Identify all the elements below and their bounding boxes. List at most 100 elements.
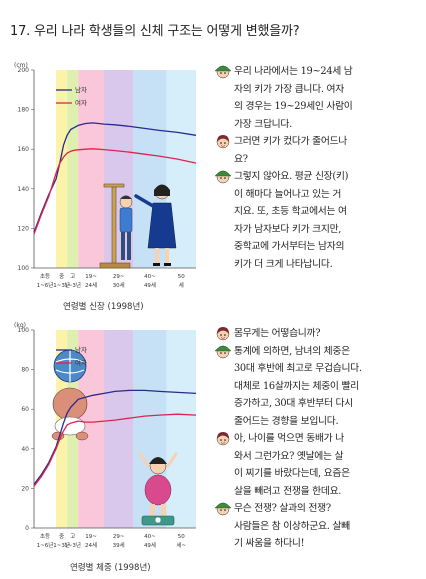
y-tick-label: 20 — [21, 485, 29, 492]
dialog-text: 기 싸움을 하다니! — [234, 538, 305, 549]
dialog-line: 줄어드는 경향을 보입니다. — [214, 413, 362, 431]
dialog-text: 줄어드는 경향을 보입니다. — [234, 415, 339, 427]
x-tick-label: 1~6년 — [37, 541, 54, 549]
x-tick-label: 1~6년 — [37, 281, 54, 289]
series-line-female — [33, 413, 197, 487]
y-tick-label: 100 — [18, 265, 30, 272]
x-tick-label: 50 — [178, 274, 185, 280]
dialog-text: 그러면 키가 컸다가 줄어드나 — [234, 136, 347, 147]
x-tick-label: 초등 — [40, 533, 50, 540]
legend-label: 남자 — [75, 85, 87, 94]
x-tick-label: 40~ — [144, 534, 156, 540]
dialog-weight: 몸무게는 어떻습니까? 통계에 의하면, 남녀의 체중은 30대 후반에 최고로 무… — [214, 325, 362, 553]
y-tick-label: 180 — [18, 107, 30, 114]
y-tick-label: 100 — [18, 327, 30, 334]
dialog-line: 이 해마다 늘어나고 있는 거 — [214, 186, 353, 204]
dialog-text: 증가하고, 30대 후반부터 다시 — [234, 398, 353, 409]
y-tick-label: 40 — [21, 446, 29, 453]
y-tick-label: 200 — [18, 67, 30, 74]
x-tick-label: 세~ — [176, 541, 186, 549]
dialog-line: 우리 나라에서는 19~24세 남 — [214, 63, 353, 81]
age-band-4 — [103, 330, 134, 528]
x-tick-label: 고 — [70, 533, 75, 540]
dialog-text: 사람들은 참 이상하군요. 살빼 — [234, 520, 350, 532]
dialog-line: 기 싸움을 하다니! — [214, 535, 362, 553]
x-tick-label: 30세 — [113, 281, 125, 289]
dialog-line: 아, 나이를 먹으면 동배가 나 — [214, 430, 362, 448]
legend-label: 여자 — [75, 358, 87, 367]
dialog-text: 살을 빼려고 전쟁을 한데요. — [234, 485, 342, 497]
x-tick-label: 중 — [59, 273, 64, 280]
dialog-text: 의 경우는 19~29세인 사람이 — [234, 101, 353, 112]
dialog-text: 지요. 또, 초등 학교에서는 여 — [234, 206, 347, 217]
boy-avatar-icon — [214, 343, 232, 359]
series-line-male — [33, 122, 197, 233]
dialog-text: 키가 더 크게 나타납니다. — [234, 258, 333, 270]
x-tick-label: 고 — [70, 273, 75, 280]
dialog-line: 몸무게는 어떻습니까? — [214, 325, 362, 343]
dialog-line: 증가하고, 30대 후반부터 다시 — [214, 395, 362, 413]
weight-chart-panel: (kg) 100 80 60 40 20 0 초등 1~6년 중 1~3년 고 1~3년 19~ 24세 29… — [0, 318, 210, 576]
series-line-male — [33, 389, 197, 485]
dialog-text: 요? — [234, 153, 248, 165]
x-tick-label: 초등 — [40, 273, 50, 280]
y-tick-label: 120 — [18, 225, 30, 232]
dialog-text: 자가 남자보다 키가 크지만, — [234, 223, 342, 235]
x-tick-label: 중 — [59, 533, 64, 540]
dialog-text: 통계에 의하면, 남녀의 체중은 — [234, 345, 350, 357]
legend-label: 여자 — [75, 98, 87, 107]
weight-chart-caption: 연령별 체중 (1998년) — [70, 563, 151, 573]
page-title: 17. 우리 나라 학생들의 신체 구조는 어떻게 변했을까? — [10, 24, 300, 39]
dialog-line: 중학교에 가서부터는 남자의 — [214, 238, 353, 256]
dialog-line: 가장 크답니다. — [214, 116, 353, 134]
height-chart-panel: (cm) 200 180 160 140 120 100 초등 1~6년 중 1~3년 고 1~3년 19… — [0, 58, 210, 316]
girl-avatar-icon — [214, 430, 232, 446]
dialog-line: 30대 후반에 최고로 무겁습니다. — [214, 360, 362, 378]
age-band-2 — [67, 70, 79, 268]
dialog-text: 아, 나이를 먹으면 동배가 나 — [234, 433, 344, 444]
x-tick-label: 40~ — [144, 274, 156, 280]
dialog-text: 무슨 전쟁? 살과의 전쟁? — [234, 503, 331, 514]
legend-label: 남자 — [75, 345, 87, 354]
series-line-female — [33, 148, 197, 235]
dialog-text: 중학교에 가서부터는 남자의 — [234, 241, 345, 252]
age-band-3 — [78, 70, 104, 268]
dialog-text: 우리 나라에서는 19~24세 남 — [234, 66, 353, 77]
age-band-0 — [34, 70, 57, 268]
x-tick-label: 19~ — [85, 534, 97, 540]
x-tick-label: 24세 — [85, 281, 97, 289]
dialog-line: 그러면 키가 컸다가 줄어드나 — [214, 133, 353, 151]
x-tick-label: 24세 — [85, 541, 97, 549]
x-tick-label: 39세 — [113, 541, 125, 549]
x-tick-label: 50 — [178, 534, 185, 540]
dialog-line: 대체로 16살까지는 체중이 빨리 — [214, 378, 362, 396]
y-unit-label: (kg) — [14, 322, 26, 329]
dialog-text: 이 해마다 늘어나고 있는 거 — [234, 188, 342, 200]
dialog-text: 자의 키가 가장 큽니다. 여자 — [234, 83, 344, 95]
dialog-line: 키가 더 크게 나타납니다. — [214, 256, 353, 274]
dialog-text: 몸무게는 어떻습니까? — [234, 328, 321, 339]
girl-avatar-icon — [214, 133, 232, 149]
boy-avatar-icon — [214, 168, 232, 184]
dialog-line: 요? — [214, 151, 353, 169]
y-tick-label: 60 — [21, 406, 29, 413]
dialog-text: 그렇지 않아요. 평균 신장(키) — [234, 171, 349, 182]
x-tick-label: 1~3년 — [53, 541, 70, 549]
x-tick-label: 49세 — [144, 281, 156, 289]
scale-illustration — [51, 349, 178, 526]
y-unit-label: (cm) — [14, 62, 28, 69]
x-tick-label: 1~3년 — [64, 541, 81, 549]
dialog-text: 이 찌기를 바랐다는데, 요즘은 — [234, 468, 350, 479]
dialog-line: 그렇지 않아요. 평균 신장(키) — [214, 168, 353, 186]
dialog-line: 의 경우는 19~29세인 사람이 — [214, 98, 353, 116]
dialog-line: 이 찌기를 바랐다는데, 요즘은 — [214, 465, 362, 483]
y-tick-label: 160 — [18, 146, 30, 153]
age-band-1 — [56, 70, 68, 268]
dialog-line: 지요. 또, 초등 학교에서는 여 — [214, 203, 353, 221]
x-tick-label: 49세 — [144, 541, 156, 549]
x-tick-label: 19~ — [85, 274, 97, 280]
dialog-line: 통계에 의하면, 남녀의 체중은 — [214, 343, 362, 361]
dialog-text: 대체로 16살까지는 체중이 빨리 — [234, 380, 359, 392]
